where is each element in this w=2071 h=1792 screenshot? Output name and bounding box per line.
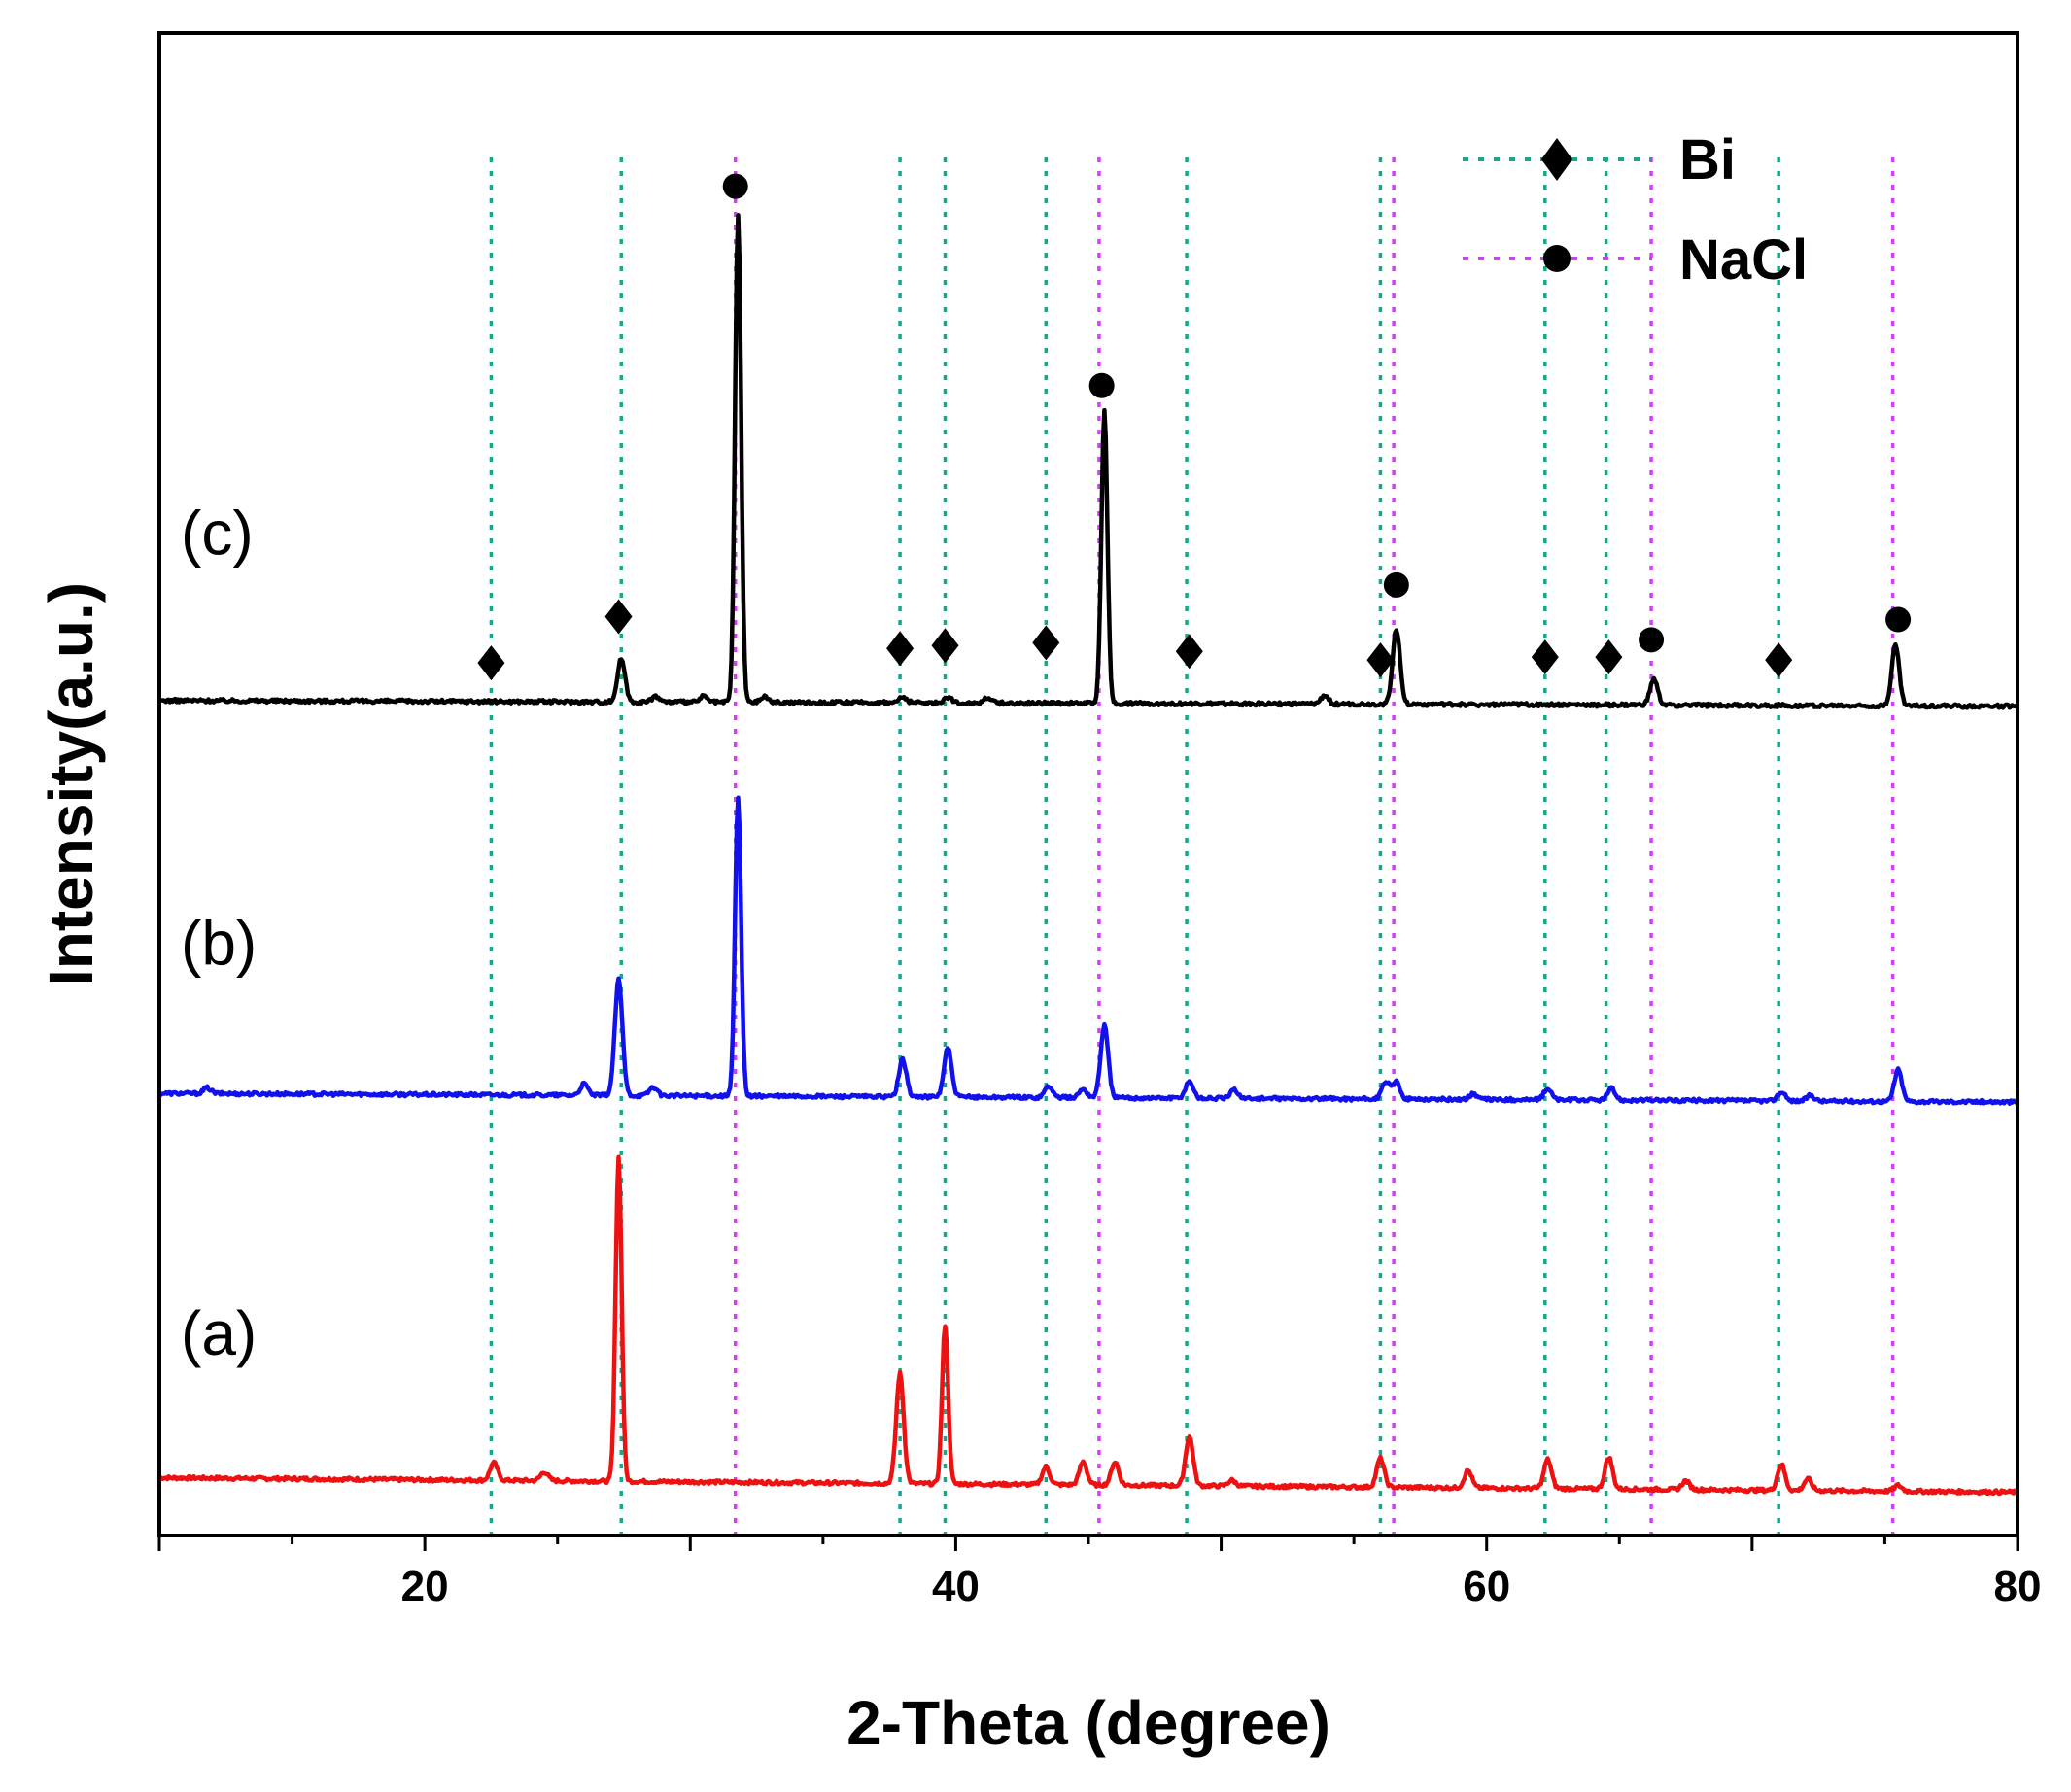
legend: Bi NaCl (1463, 128, 1808, 292)
marker-bi-diamond-icon (477, 645, 505, 681)
x-axis-ticks (157, 1535, 2019, 1551)
peak-markers (477, 173, 1912, 681)
legend-label-bi: Bi (1679, 128, 1736, 191)
series-lines (157, 213, 2019, 1497)
marker-bi-diamond-icon (1175, 634, 1203, 670)
marker-bi-diamond-icon (1366, 642, 1395, 678)
x-axis-tick-labels: 20 40 60 80 (401, 1563, 2042, 1610)
x-axis-title: 2-Theta (degree) (846, 1688, 1330, 1758)
x-tick-label: 60 (1463, 1563, 1510, 1610)
x-tick-label: 20 (401, 1563, 449, 1610)
series-line-c (157, 213, 2019, 710)
series-label-c: (c) (181, 498, 254, 568)
marker-nacl-circle-icon (722, 173, 748, 199)
marker-bi-diamond-icon (931, 628, 959, 664)
series-label-a: (a) (181, 1298, 257, 1368)
marker-nacl-circle-icon (1383, 571, 1409, 598)
x-tick-label: 80 (1994, 1563, 2042, 1610)
series-line-b (157, 795, 2019, 1106)
legend-label-nacl: NaCl (1679, 228, 1808, 292)
series-line-a (158, 1154, 2019, 1497)
x-tick-label: 40 (932, 1563, 980, 1610)
marker-bi-diamond-icon (1531, 639, 1559, 675)
marker-bi-diamond-icon (1765, 642, 1793, 678)
marker-nacl-circle-icon (1088, 372, 1115, 398)
marker-bi-diamond-icon (1595, 639, 1623, 675)
series-labels: (a) (b) (c) (181, 498, 257, 1368)
series-label-b: (b) (181, 909, 257, 979)
marker-bi-diamond-icon (1032, 625, 1060, 661)
y-axis-title: Intensity(a.u.) (36, 582, 106, 986)
marker-bi-diamond-icon (604, 599, 633, 635)
marker-nacl-circle-icon (1639, 627, 1665, 653)
legend-diamond-icon (1541, 138, 1572, 181)
legend-circle-icon (1543, 245, 1571, 272)
marker-nacl-circle-icon (1885, 606, 1912, 633)
marker-bi-diamond-icon (886, 631, 915, 667)
